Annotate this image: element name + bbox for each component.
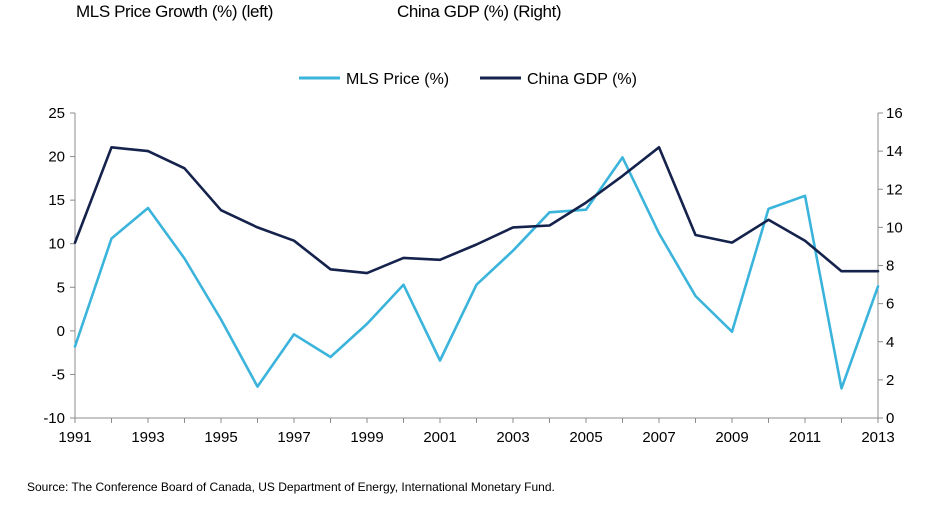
x-tick-label: 1995 <box>204 429 237 446</box>
left-y-tick-label: -10 <box>43 410 65 427</box>
right-y-tick-label: 8 <box>886 258 894 275</box>
x-tick-label: 2013 <box>861 429 894 446</box>
right-y-tick-label: 2 <box>886 372 894 389</box>
right-y-tick-label: 12 <box>886 181 903 198</box>
x-tick-label: 2003 <box>496 429 529 446</box>
left-y-tick-label: -5 <box>52 366 65 383</box>
legend-label-mls: MLS Price (%) <box>346 71 449 88</box>
right-y-tick-label: 0 <box>886 410 894 427</box>
right-y-tick-label: 6 <box>886 296 894 313</box>
x-tick-label: 2011 <box>789 429 821 446</box>
x-tick-label: 1997 <box>277 429 310 446</box>
x-tick-label: 1993 <box>131 429 164 446</box>
right-y-tick-label: 4 <box>886 334 894 351</box>
left-y-tick-label: 0 <box>57 323 65 340</box>
x-tick-label: 1999 <box>350 429 383 446</box>
series-layer <box>73 146 880 390</box>
x-tick-label: 2007 <box>642 429 675 446</box>
right-y-tick-label: 10 <box>886 219 903 236</box>
left-y-tick-label: 15 <box>48 192 65 209</box>
x-tick-label: 2001 <box>423 429 456 446</box>
right-y-tick-label: 16 <box>886 105 903 122</box>
axes <box>70 112 883 423</box>
x-tick-label: 2005 <box>569 429 602 446</box>
left-y-tick-label: 10 <box>48 236 65 253</box>
right-y-tick-label: 14 <box>886 143 903 160</box>
source-note: Source: The Conference Board of Canada, … <box>27 480 555 494</box>
legend-label-gdp: China GDP (%) <box>527 71 637 88</box>
left-y-tick-label: 25 <box>48 105 65 122</box>
left-axis-title: MLS Price Growth (%) (left) <box>76 2 274 21</box>
left-y-tick-label: 5 <box>57 279 65 296</box>
right-axis-title: China GDP (%) (Right) <box>397 2 562 21</box>
legend: MLS Price (%) China GDP (%) <box>299 71 637 88</box>
x-tick-label: 2009 <box>715 429 748 446</box>
left-y-tick-label: 20 <box>48 149 65 166</box>
series-line-mls-price <box>73 156 880 390</box>
x-tick-label: 1991 <box>58 429 91 446</box>
series-line-china-gdp <box>73 146 880 275</box>
